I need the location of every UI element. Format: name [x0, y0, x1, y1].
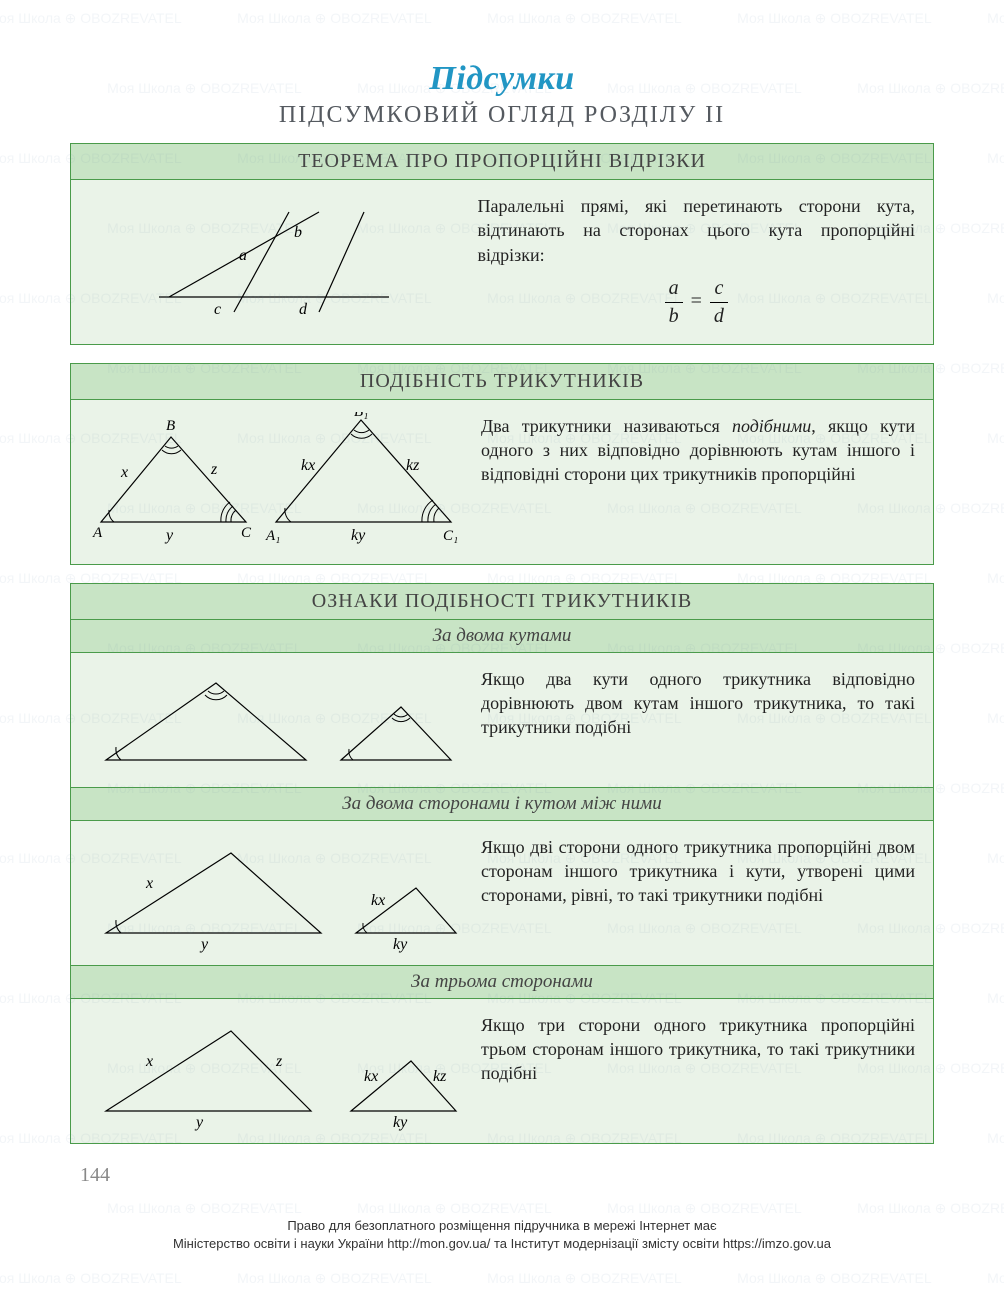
figure-two-sides: x y kx ky — [71, 821, 471, 965]
footer-line1: Право для безоплатного розміщення підруч… — [70, 1217, 934, 1235]
text-two-sides: Якщо дві сторони одного трикутника пропо… — [471, 821, 933, 965]
svg-text:ky: ky — [393, 1114, 408, 1131]
theorem-text: Паралельні прямі, які перетинають сторон… — [478, 196, 915, 265]
page-subtitle: ПІДСУМКОВИЙ ОГЛЯД РОЗДІЛУ II — [70, 102, 934, 129]
svg-text:y: y — [164, 527, 174, 544]
text-two-angles: Якщо два кути одного трикутника відповід… — [471, 653, 933, 787]
text-proportional: Паралельні прямі, які перетинають сторон… — [468, 180, 933, 344]
figure-similarity: A B C x y z A₁ B₁ C₁ kx ky kz — [71, 400, 471, 564]
page-number: 144 — [80, 1164, 934, 1187]
svg-text:kz: kz — [406, 457, 420, 474]
label-d: d — [299, 301, 308, 318]
svg-text:x: x — [145, 875, 153, 892]
svg-text:kz: kz — [433, 1068, 447, 1085]
label-c: c — [214, 301, 221, 318]
svg-text:x: x — [120, 464, 128, 481]
formula: ab = cd — [478, 275, 915, 330]
sub-header-three-sides: За трьома сторонами — [71, 965, 933, 999]
figure-proportional: a b c d — [71, 180, 468, 344]
footer-line2: Міністерство освіти і науки України http… — [70, 1235, 934, 1253]
svg-text:C₁: C₁ — [443, 528, 458, 544]
svg-text:y: y — [194, 1114, 204, 1131]
svg-text:kx: kx — [301, 457, 315, 474]
figure-three-sides: x y z kx ky kz — [71, 999, 471, 1143]
page-title: Підсумки — [70, 60, 934, 98]
section-header: ОЗНАКИ ПОДІБНОСТІ ТРИКУТНИКІВ — [71, 584, 933, 620]
section-criteria: ОЗНАКИ ПОДІБНОСТІ ТРИКУТНИКІВ За двома к… — [70, 583, 934, 1144]
svg-text:A₁: A₁ — [265, 528, 280, 544]
sub-header-two-sides: За двома сторонами і кутом між ними — [71, 787, 933, 821]
svg-text:C: C — [241, 525, 252, 541]
svg-text:ky: ky — [351, 527, 366, 544]
section-proportional-segments: ТЕОРЕМА ПРО ПРОПОРЦІЙНІ ВІДРІЗКИ a b c d… — [70, 143, 934, 345]
text-three-sides: Якщо три сторони одного трикутника пропо… — [471, 999, 933, 1143]
sub-header-two-angles: За двома кутами — [71, 620, 933, 653]
svg-text:z: z — [210, 461, 218, 478]
svg-text:A: A — [92, 525, 103, 541]
text-similarity: Два трикутники називаються подібними, як… — [471, 400, 933, 564]
svg-text:ky: ky — [393, 936, 408, 953]
figure-two-angles — [71, 653, 471, 787]
svg-text:B₁: B₁ — [354, 412, 368, 420]
section-header: ТЕОРЕМА ПРО ПРОПОРЦІЙНІ ВІДРІЗКИ — [71, 144, 933, 180]
svg-text:z: z — [275, 1053, 283, 1070]
footer: Право для безоплатного розміщення підруч… — [70, 1217, 934, 1253]
svg-text:B: B — [166, 418, 175, 434]
label-a: a — [239, 247, 247, 264]
svg-text:kx: kx — [364, 1068, 378, 1085]
section-header: ПОДІБНІСТЬ ТРИКУТНИКІВ — [71, 364, 933, 400]
label-b: b — [294, 224, 302, 241]
svg-text:kx: kx — [371, 892, 385, 909]
section-similarity: ПОДІБНІСТЬ ТРИКУТНИКІВ A B C x y z — [70, 363, 934, 565]
svg-text:x: x — [145, 1053, 153, 1070]
svg-text:y: y — [199, 936, 209, 953]
